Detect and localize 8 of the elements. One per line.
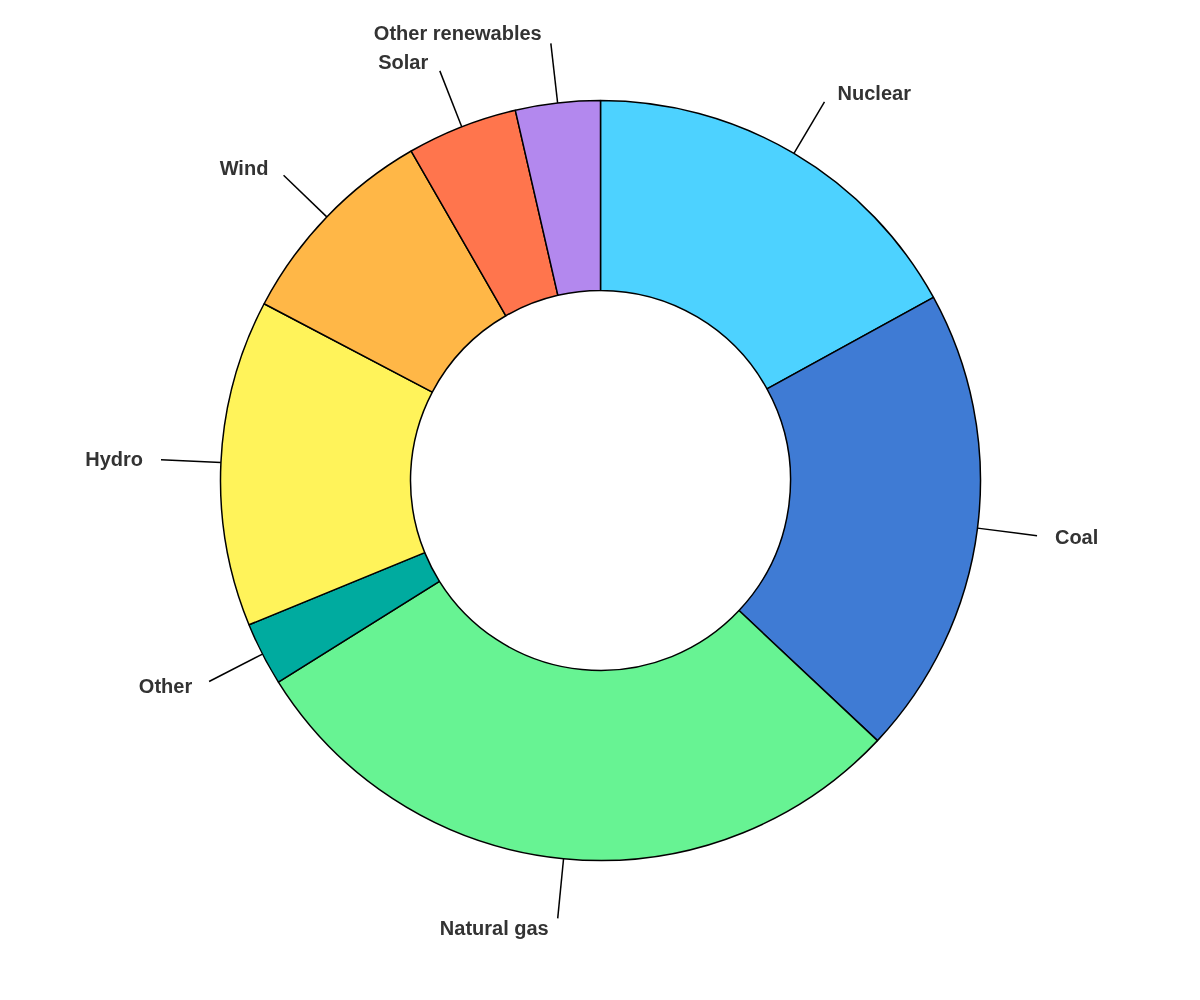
slice-label: Solar (378, 50, 429, 73)
slice-label: Natural gas (439, 917, 549, 940)
slice-label: Other renewables (373, 22, 542, 45)
slice-label: Nuclear (837, 82, 912, 105)
slice-label: Hydro (85, 448, 144, 471)
slice-label: Coal (1054, 525, 1099, 548)
slice-label: Wind (219, 157, 269, 180)
slice-label: Other (138, 675, 193, 698)
